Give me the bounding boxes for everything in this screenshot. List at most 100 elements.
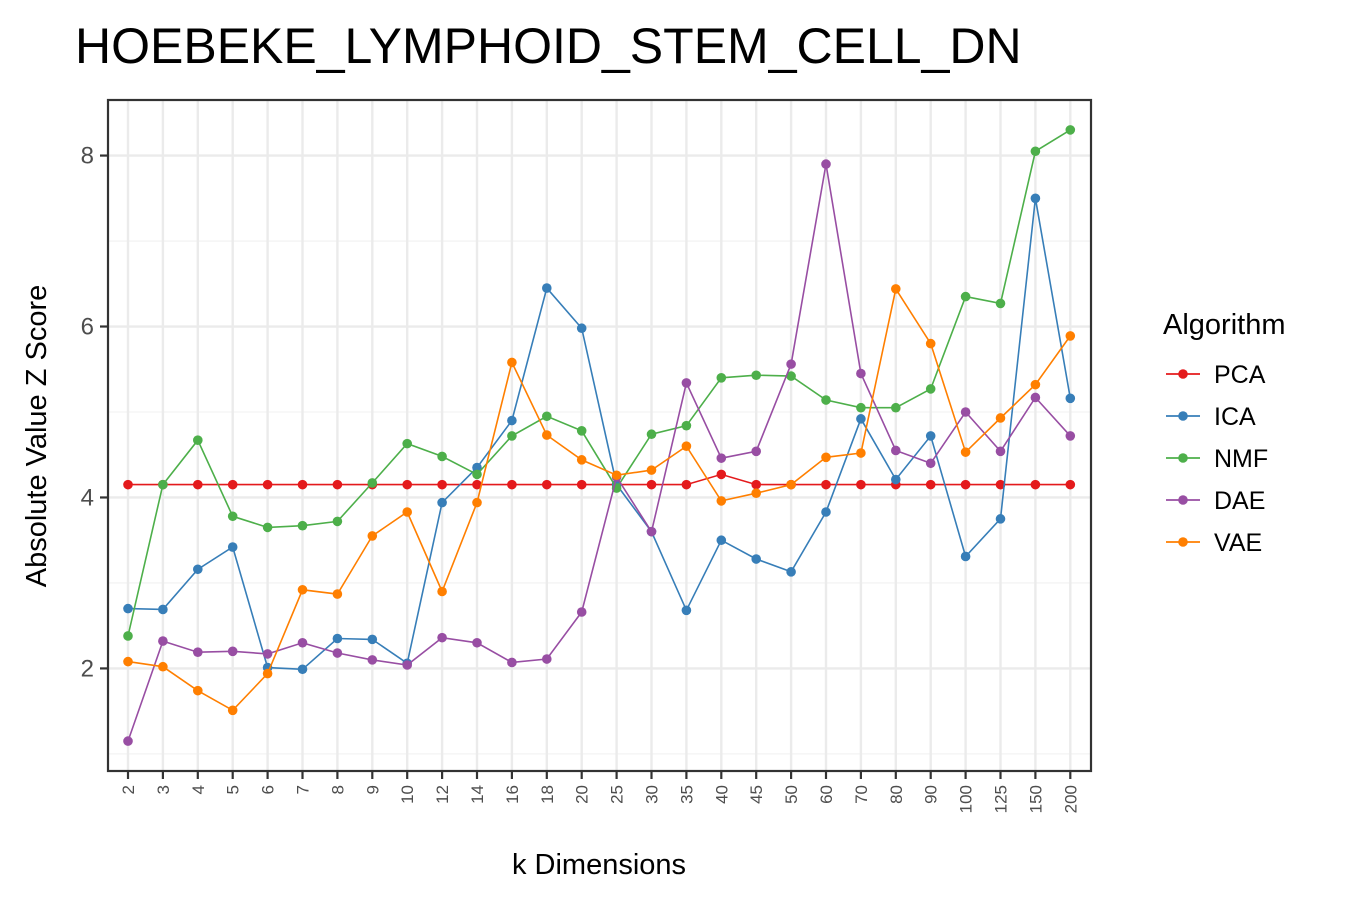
legend-label: NMF — [1214, 445, 1268, 473]
legend-key-point — [1178, 369, 1188, 379]
data-point-dae — [681, 378, 692, 388]
data-point-ica — [925, 431, 936, 441]
data-point-dae — [367, 655, 378, 665]
x-tick-label: 7 — [294, 785, 313, 794]
data-point-ica — [821, 507, 831, 517]
data-point-nmf — [507, 431, 517, 441]
data-point-ica — [367, 634, 378, 645]
data-point-ica — [123, 603, 133, 614]
series-line-vae — [127, 286, 1071, 712]
data-point-vae — [646, 465, 657, 475]
x-tick-label: 6 — [259, 785, 278, 794]
data-point-vae — [297, 584, 308, 595]
data-point-pca — [437, 479, 447, 490]
legend-item-pca: PCA — [1166, 361, 1266, 389]
data-point-dae — [576, 607, 587, 617]
data-point-ica — [158, 604, 168, 615]
plot-panel-border — [106, 98, 1093, 773]
data-point-dae — [437, 632, 447, 643]
data-point-dae — [856, 368, 866, 379]
data-point-nmf — [472, 469, 482, 480]
data-point-pca — [576, 479, 587, 490]
data-point-dae — [751, 446, 761, 457]
data-point-nmf — [227, 511, 238, 522]
plot-grid — [108, 100, 1091, 771]
legend-label: ICA — [1214, 403, 1256, 431]
data-point-ica — [576, 323, 587, 334]
legend-item-vae: VAE — [1166, 529, 1262, 557]
x-tick-label: 30 — [643, 785, 662, 804]
data-point-vae — [576, 455, 587, 465]
data-point-pca — [1065, 479, 1076, 490]
data-point-ica — [297, 664, 308, 675]
x-tick-label: 20 — [573, 785, 592, 804]
legend-item-ica: ICA — [1166, 403, 1256, 431]
data-point-nmf — [576, 425, 587, 436]
data-point-pca — [402, 479, 413, 490]
x-tick-label: 150 — [1026, 785, 1045, 813]
y-axis: 2 4 6 8 — [81, 143, 108, 682]
data-point-pca — [193, 479, 203, 490]
legend-label: VAE — [1214, 529, 1262, 557]
data-point-vae — [960, 447, 971, 457]
series-pca — [123, 469, 1076, 490]
data-point-nmf — [856, 402, 866, 413]
data-point-ica — [1030, 193, 1041, 204]
data-point-dae — [332, 648, 343, 658]
data-point-ica — [193, 564, 203, 575]
data-point-nmf — [367, 478, 378, 488]
data-point-vae — [786, 479, 796, 490]
x-tick-label: 200 — [1061, 785, 1080, 813]
data-point-dae — [158, 636, 168, 646]
series-line-nmf — [127, 129, 1071, 637]
data-point-vae — [193, 685, 203, 696]
data-point-vae — [367, 531, 378, 541]
data-point-vae — [542, 430, 552, 440]
data-point-pca — [1030, 479, 1041, 490]
x-tick-label: 2 — [119, 785, 138, 794]
data-point-vae — [1030, 379, 1041, 390]
x-tick-label: 9 — [363, 785, 382, 794]
data-point-dae — [960, 407, 971, 417]
x-tick-label: 50 — [782, 785, 801, 804]
x-tick-label: 10 — [398, 785, 417, 804]
x-tick-label: 5 — [224, 785, 243, 794]
x-axis: 2 3 4 5 6 7 8 9 10 12 14 16 18 20 25 30 35 40 45 50 60 70 80 90… — [119, 771, 1080, 813]
data-point-vae — [716, 496, 727, 506]
legend-key-point — [1178, 453, 1188, 463]
legend-key-point — [1178, 411, 1188, 421]
data-point-dae — [542, 654, 552, 664]
data-point-vae — [891, 284, 901, 294]
y-axis-title: Absolute Value Z Score — [21, 285, 53, 588]
x-tick-label: 4 — [189, 785, 208, 794]
data-point-dae — [995, 446, 1006, 457]
series-line-dae — [127, 163, 1071, 742]
x-tick-label: 60 — [817, 785, 836, 804]
data-point-ica — [542, 283, 552, 293]
data-point-dae — [472, 637, 482, 648]
data-point-ica — [681, 605, 692, 616]
x-tick-label: 35 — [677, 785, 696, 804]
x-tick-label: 40 — [712, 785, 731, 804]
data-point-pca — [856, 479, 866, 490]
data-point-vae — [332, 589, 343, 599]
data-point-vae — [262, 668, 273, 679]
data-point-vae — [472, 497, 482, 508]
y-tick-label: 6 — [81, 314, 94, 341]
data-point-pca — [646, 479, 657, 490]
x-tick-label: 25 — [608, 785, 627, 804]
data-point-pca — [297, 479, 308, 490]
x-tick-label: 18 — [538, 785, 557, 804]
x-tick-label: 80 — [887, 785, 906, 804]
data-point-nmf — [995, 298, 1006, 309]
data-point-vae — [821, 452, 831, 463]
legend-label: DAE — [1214, 487, 1265, 515]
data-point-nmf — [193, 435, 203, 446]
data-point-vae — [856, 448, 866, 458]
data-point-ica — [1065, 393, 1076, 404]
x-tick-label: 8 — [328, 785, 347, 794]
data-point-nmf — [960, 291, 971, 302]
data-point-vae — [507, 357, 517, 368]
data-point-pca — [995, 479, 1006, 490]
x-tick-label: 125 — [992, 785, 1011, 813]
